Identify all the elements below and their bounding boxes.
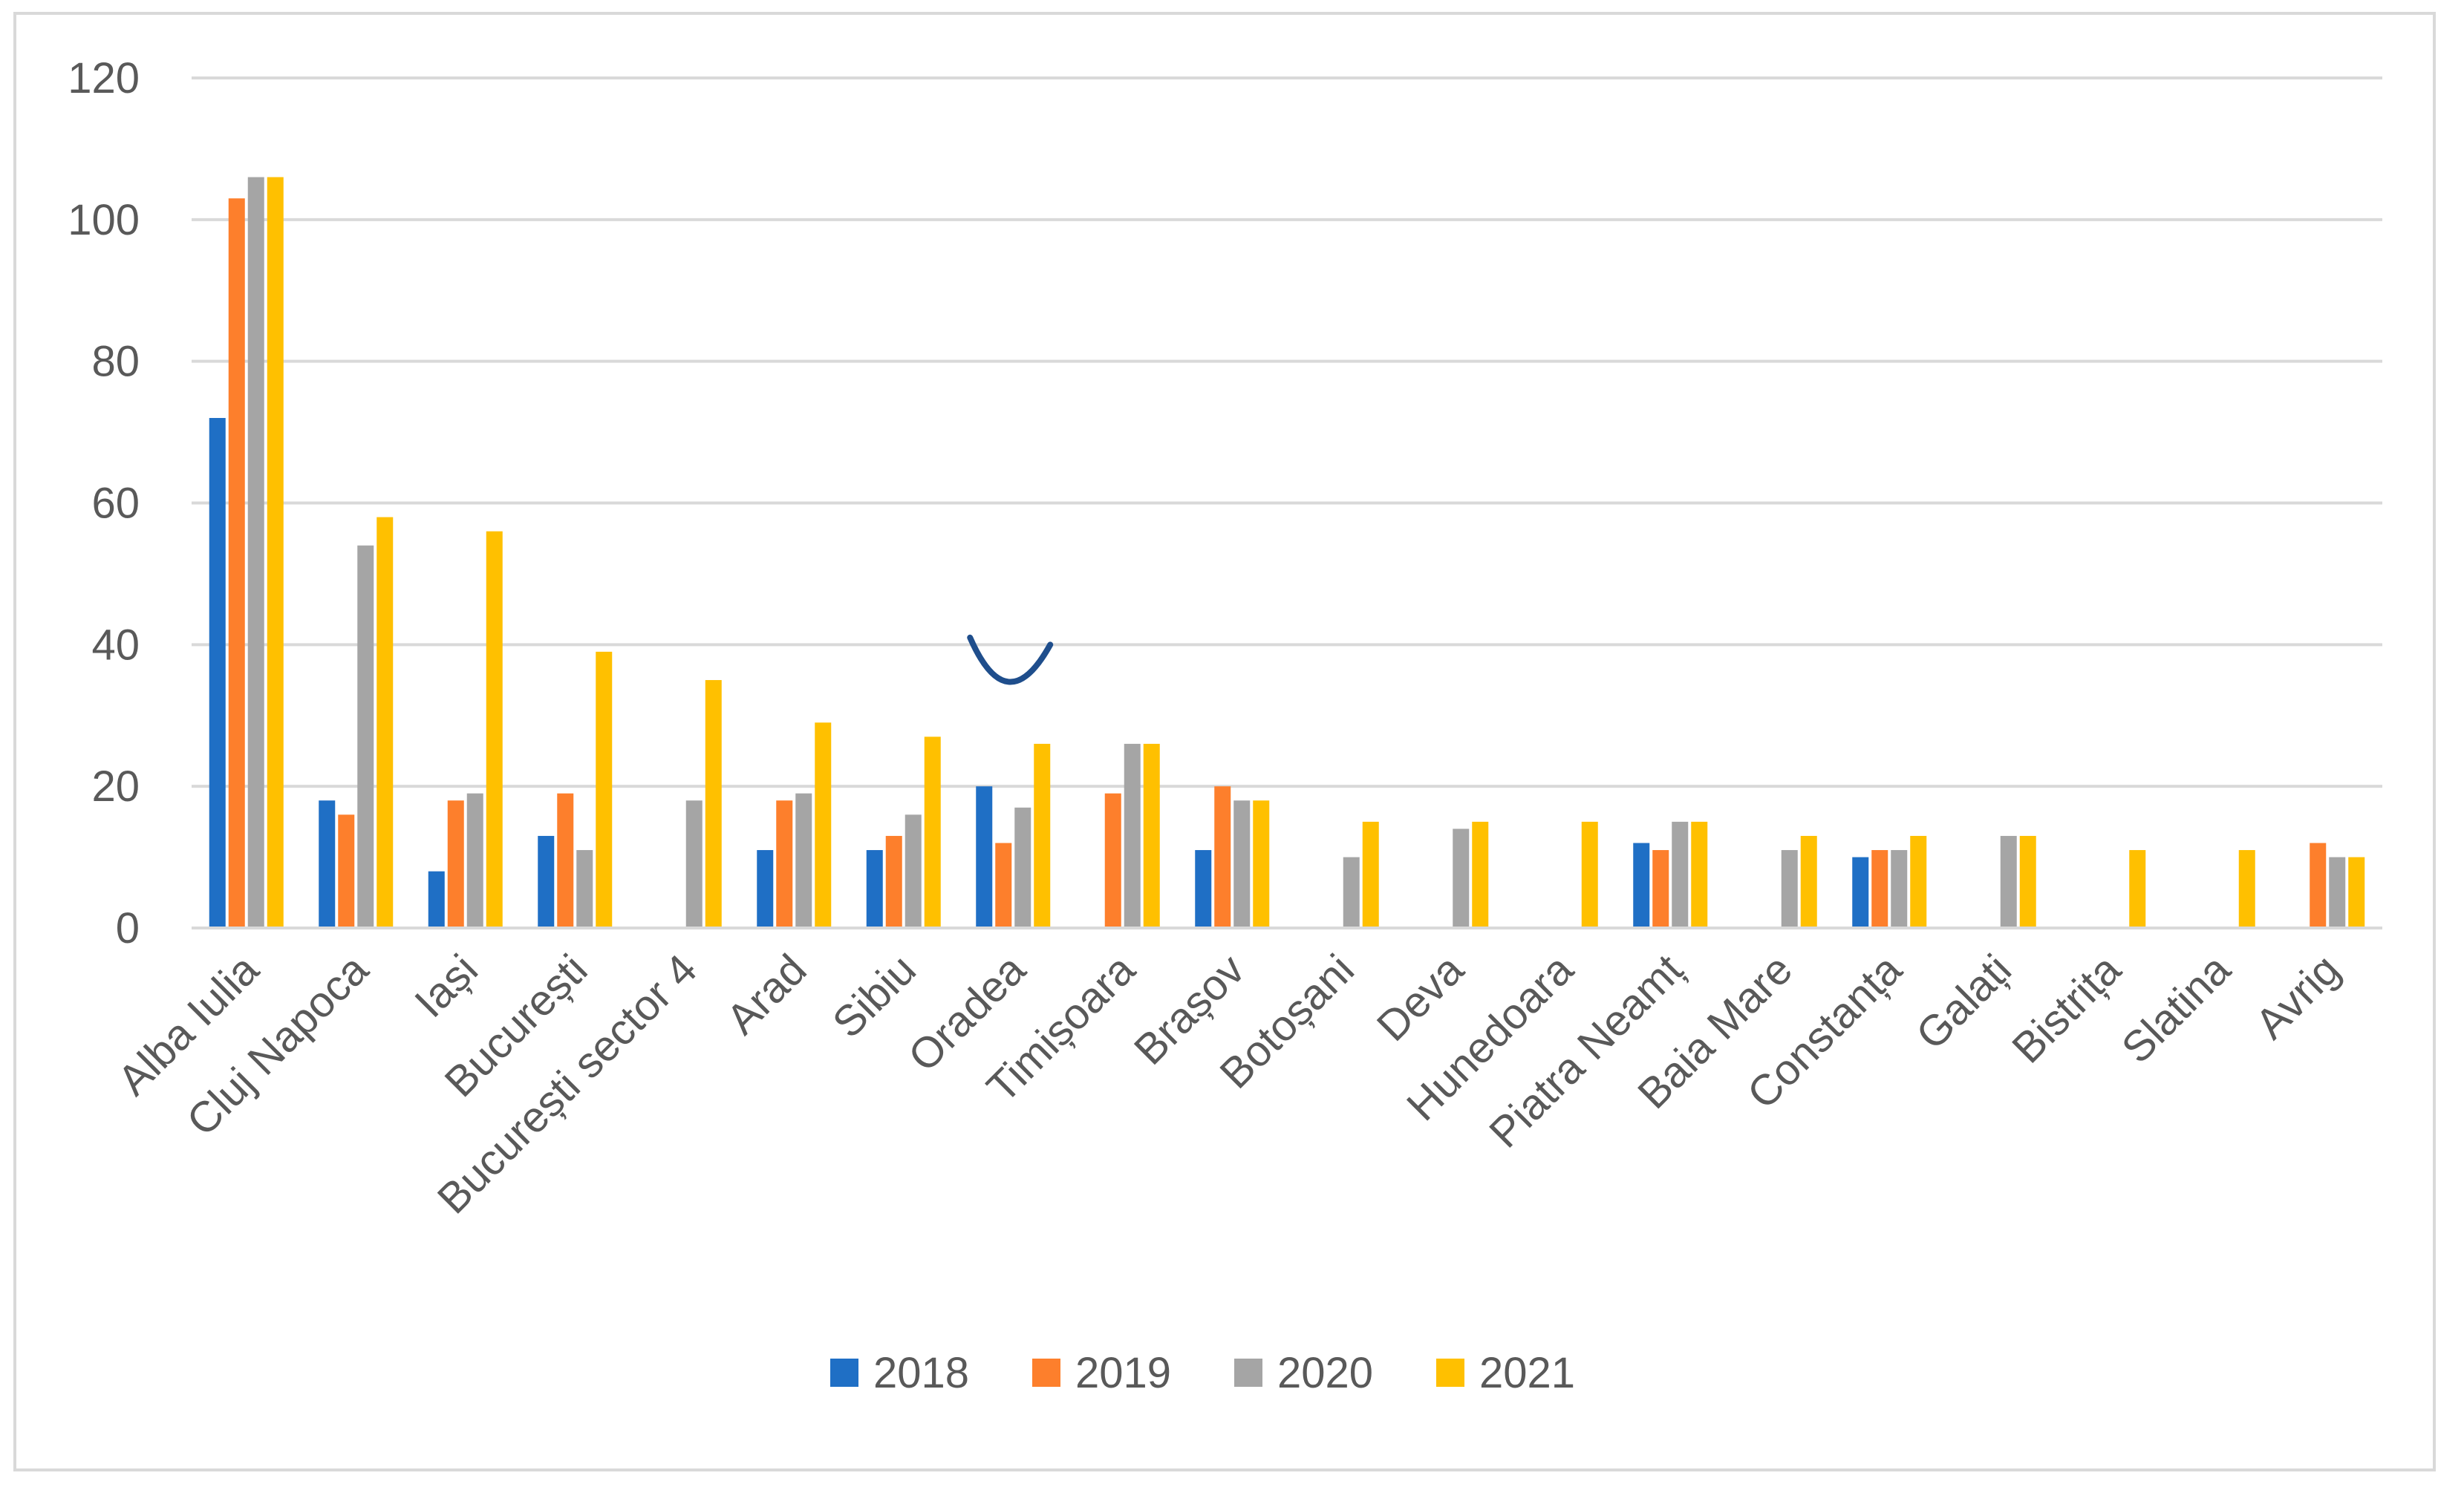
bar-2019 bbox=[1214, 786, 1231, 928]
bar-2019 bbox=[1652, 850, 1669, 928]
gridlines bbox=[192, 76, 2382, 788]
annotation-curve bbox=[967, 634, 1054, 685]
bar-2020 bbox=[1233, 800, 1251, 928]
bar-2021 bbox=[2129, 850, 2146, 928]
bar-2020 bbox=[2329, 857, 2346, 928]
bar-2018 bbox=[319, 800, 336, 928]
bar-2021 bbox=[705, 680, 722, 928]
bar-2020 bbox=[1453, 829, 1470, 928]
bar-2018 bbox=[428, 871, 445, 928]
chart-frame bbox=[13, 12, 2436, 1471]
bar-2018 bbox=[1852, 857, 1869, 928]
bar-2020 bbox=[1891, 850, 1908, 928]
bar-2019 bbox=[447, 800, 464, 928]
bar-2021 bbox=[1472, 821, 1489, 928]
legend-swatch-2018 bbox=[830, 1359, 858, 1387]
bar-2021 bbox=[2238, 850, 2255, 928]
category-label: Arad bbox=[717, 945, 816, 1044]
bar-2020 bbox=[2000, 835, 2017, 928]
category-label: Deva bbox=[1368, 945, 1473, 1050]
bar-2019 bbox=[1871, 850, 1888, 928]
bar-2021 bbox=[924, 736, 941, 928]
bar-2020 bbox=[1672, 821, 1689, 928]
bar-2018 bbox=[757, 850, 774, 928]
legend-swatch-2019 bbox=[1032, 1359, 1060, 1387]
bar-2019 bbox=[2310, 843, 2327, 928]
y-tick-label: 20 bbox=[91, 762, 140, 811]
bar-2018 bbox=[1633, 843, 1650, 928]
bar-2018 bbox=[538, 835, 555, 928]
bar-2021 bbox=[1581, 821, 1598, 928]
bar-2018 bbox=[1195, 850, 1212, 928]
bar-2021 bbox=[486, 531, 503, 928]
bar-2020 bbox=[466, 793, 483, 928]
bar-2020 bbox=[685, 800, 703, 928]
bar-2020 bbox=[1343, 857, 1360, 928]
legend: 2018 2019 2020 2021 bbox=[830, 1349, 1575, 1397]
bar-2020 bbox=[357, 545, 374, 928]
bar-2021 bbox=[815, 722, 832, 928]
bar-2018 bbox=[866, 850, 883, 928]
annotations bbox=[967, 634, 1054, 685]
bar-2020 bbox=[1124, 743, 1141, 928]
bar-2021 bbox=[1691, 821, 1708, 928]
bar-2021 bbox=[2019, 835, 2036, 928]
y-tick-label: 80 bbox=[91, 338, 140, 386]
y-tick-label: 40 bbox=[91, 621, 140, 669]
legend-label-2018: 2018 bbox=[873, 1349, 969, 1397]
bar-2019 bbox=[1104, 793, 1121, 928]
bar-2021 bbox=[377, 517, 394, 928]
bar-2019 bbox=[776, 800, 793, 928]
bar-2021 bbox=[1034, 743, 1051, 928]
bar-2020 bbox=[247, 177, 264, 929]
bar-2020 bbox=[1781, 850, 1798, 928]
bar-2018 bbox=[209, 418, 226, 928]
bar-2019 bbox=[228, 198, 245, 928]
category-label: Galați bbox=[1907, 945, 2021, 1059]
legend-swatch-2021 bbox=[1436, 1359, 1464, 1387]
bar-2020 bbox=[1014, 807, 1031, 928]
bar-2021 bbox=[596, 651, 613, 928]
legend-label-2019: 2019 bbox=[1075, 1349, 1171, 1397]
category-label: Slatina bbox=[2113, 945, 2240, 1073]
y-tick-label: 0 bbox=[116, 904, 140, 953]
bar-2021 bbox=[1362, 821, 1379, 928]
y-tick-label: 60 bbox=[91, 480, 140, 528]
bar-2020 bbox=[905, 814, 922, 928]
bars bbox=[209, 177, 2365, 929]
category-label: Avrig bbox=[2246, 945, 2350, 1048]
bar-2019 bbox=[885, 835, 902, 928]
y-tick-label: 120 bbox=[68, 54, 140, 102]
bar-2019 bbox=[557, 793, 574, 928]
legend-label-2021: 2021 bbox=[1479, 1349, 1575, 1397]
bar-2021 bbox=[2348, 857, 2365, 928]
bar-2020 bbox=[576, 850, 593, 928]
bar-2021 bbox=[267, 177, 284, 929]
bar-2021 bbox=[1910, 835, 1927, 928]
legend-swatch-2020 bbox=[1234, 1359, 1262, 1387]
bar-2021 bbox=[1143, 743, 1160, 928]
bar-2021 bbox=[1800, 835, 1817, 928]
category-label: Bistrița bbox=[2003, 945, 2131, 1073]
category-label: Piatra Neamț bbox=[1480, 945, 1692, 1157]
bar-2019 bbox=[995, 843, 1012, 928]
bar-2020 bbox=[795, 793, 812, 928]
legend-label-2020: 2020 bbox=[1277, 1349, 1373, 1397]
bar-2021 bbox=[1253, 800, 1270, 928]
y-axis-ticks: 0 20 40 60 80 100 120 bbox=[68, 54, 140, 953]
category-label: Sibiu bbox=[824, 945, 925, 1047]
y-tick-label: 100 bbox=[68, 196, 140, 244]
bar-2019 bbox=[338, 814, 355, 928]
bar-2018 bbox=[976, 786, 993, 928]
category-label: Iași bbox=[405, 945, 487, 1027]
